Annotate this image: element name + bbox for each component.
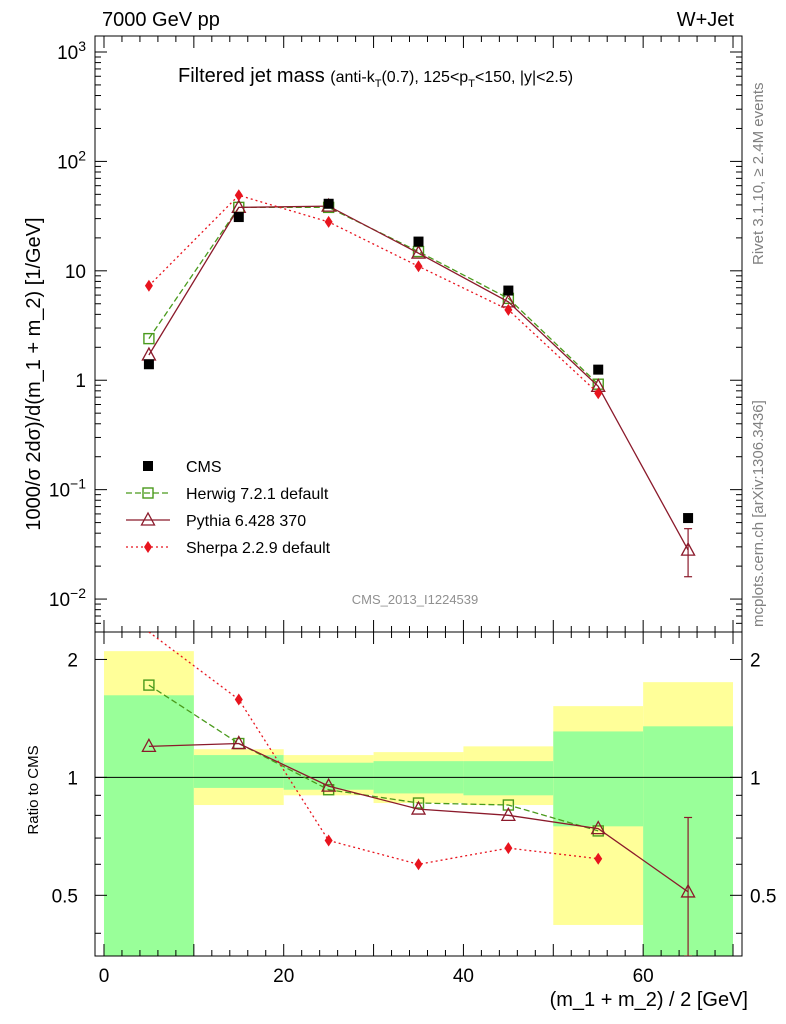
- mcplots-label: mcplots.cern.ch [arXiv:1306.3436]: [750, 400, 767, 627]
- main-cms-point-3: [413, 236, 424, 247]
- main-herwig-line: [148, 206, 599, 385]
- chart-title-sub-4: T: [468, 78, 475, 90]
- main-sherpa-point-5: [594, 387, 603, 400]
- ratio-pythia-point-3: [410, 800, 427, 815]
- main-herwig-point-0: [143, 332, 155, 345]
- ratio-herwig-line: [148, 684, 599, 832]
- chart-title-sub-5: <150, |y|<2.5): [475, 69, 573, 86]
- ratio-band-inner-5: [553, 731, 644, 827]
- y-main-tick-label-exp: 2: [78, 147, 86, 163]
- y-main-tick-label-5: 10−2: [49, 585, 86, 611]
- y-main-tick-label-2: 10: [65, 262, 86, 283]
- chart-title-sub-1: (anti-k: [330, 69, 375, 86]
- x-axis-label: (m_1 + m_2) / 2 [GeV]: [550, 989, 748, 1011]
- y-main-tick-label-base: 1: [75, 371, 86, 392]
- ratio-band-inner-0: [103, 695, 194, 956]
- x-tick-label-60: 60: [633, 966, 654, 987]
- main-sherpa-line: [148, 194, 599, 394]
- ratio-pythia-point-4: [500, 806, 516, 821]
- chart-title-main: Filtered jet mass: [178, 65, 325, 87]
- ratio-sherpa-point-4: [504, 842, 513, 855]
- ratio-sherpa-line: [148, 632, 599, 865]
- ratio-pythia-point-2: [321, 777, 337, 792]
- legend-label-0: CMS: [186, 459, 222, 476]
- main-sherpa-point-1: [234, 189, 243, 202]
- x-tick-label-0: 0: [99, 966, 110, 987]
- chart-title-sub-3: (0.7), 125<p: [381, 69, 468, 86]
- y-main-tick-label-4: 10−1: [49, 476, 86, 502]
- main-sherpa-point-3: [414, 260, 423, 273]
- y-axis-label-ratio: Ratio to CMS: [25, 745, 42, 834]
- chart-title: Filtered jet mass (anti-kT(0.7), 125<pT<…: [178, 65, 573, 90]
- watermark: CMS_2013_I1224539: [352, 592, 479, 607]
- y-main-tick-label-3: 1: [75, 371, 86, 392]
- ratio-sherpa-point-5: [594, 852, 603, 865]
- ratio-pythia-point-0: [141, 737, 157, 753]
- legend-label-1: Herwig 7.2.1 default: [186, 486, 329, 503]
- y-main-tick-label-exp: −1: [70, 476, 86, 492]
- main-sherpa-point-2: [324, 215, 333, 228]
- main-cms-point-4: [503, 285, 514, 296]
- y-ratio-tick-label-right-2: 2: [750, 650, 761, 671]
- ratio-sherpa-point-1: [234, 693, 243, 706]
- chart-title-sub-2: T: [375, 78, 382, 90]
- ratio-herwig-point-2: [322, 784, 335, 796]
- main-pythia-line: [148, 205, 689, 551]
- main-pythia-point-6: [680, 541, 696, 556]
- ratio-herwig-point-4: [502, 799, 515, 811]
- ratio-band-inner-4: [463, 761, 554, 796]
- y-main-tick-label-exp: −2: [70, 585, 86, 601]
- y-main-tick-label-base: 10: [49, 590, 70, 611]
- ratio-herwig-point-3: [412, 797, 425, 809]
- y-main-tick-label-exp: 3: [78, 38, 86, 54]
- y-main-tick-label-base: 10: [57, 43, 78, 64]
- ratio-plot-frame: [94, 631, 743, 957]
- y-ratio-tick-label-0.5: 0.5: [52, 886, 78, 907]
- main-sherpa-point-4: [504, 303, 513, 316]
- x-tick-label-40: 40: [453, 966, 474, 987]
- ratio-pythia-point-6: [680, 883, 696, 898]
- legend-cms-marker: [143, 461, 153, 471]
- y-ratio-tick-label-right-1: 1: [750, 768, 761, 789]
- y-main-tick-label-1: 102: [57, 147, 86, 173]
- legend-sherpa-marker: [144, 541, 152, 553]
- main-sherpa-point-0: [144, 279, 153, 292]
- header-right: W+Jet: [677, 9, 735, 31]
- y-main-tick-label-base: 10: [65, 262, 86, 283]
- x-tick-label-20: 20: [273, 966, 294, 987]
- main-cms-point-1: [233, 212, 244, 223]
- ratio-pythia-point-5: [590, 820, 606, 835]
- main-cms-point-0: [143, 359, 154, 370]
- y-ratio-tick-label-2: 2: [67, 650, 78, 671]
- ratio-pythia-point-1: [231, 735, 247, 750]
- y-main-tick-label-base: 10: [57, 152, 78, 173]
- rivet-label: Rivet 3.1.10, ≥ 2.4M events: [750, 83, 767, 266]
- y-main-tick-label-base: 10: [49, 481, 70, 502]
- ratio-band-inner-1: [193, 755, 284, 788]
- main-cms-point-6: [683, 513, 694, 524]
- header-left: 7000 GeV pp: [102, 9, 220, 31]
- legend-pythia-marker: [140, 511, 156, 526]
- y-main-tick-label-0: 103: [57, 38, 86, 64]
- ratio-pythia-line: [148, 742, 689, 893]
- main-cms-point-2: [323, 198, 334, 209]
- ratio-sherpa-point-2: [324, 834, 333, 847]
- y-axis-label-main: 1000/σ 2dσ)/d(m_1 + m_2) [1/GeV]: [23, 217, 45, 530]
- ratio-sherpa-point-3: [414, 858, 423, 871]
- main-cms-point-5: [593, 364, 604, 375]
- ratio-herwig-point-0: [143, 679, 155, 691]
- main-pythia-point-3: [410, 244, 427, 259]
- ratio-series-group: [141, 632, 696, 956]
- y-ratio-tick-label-1: 1: [67, 768, 78, 789]
- y-ratio-tick-label-right-0.5: 0.5: [750, 886, 776, 907]
- legend-herwig-marker: [142, 487, 154, 499]
- legend-label-2: Pythia 6.428 370: [186, 513, 306, 530]
- legend-label-3: Sherpa 2.2.9 default: [186, 540, 331, 557]
